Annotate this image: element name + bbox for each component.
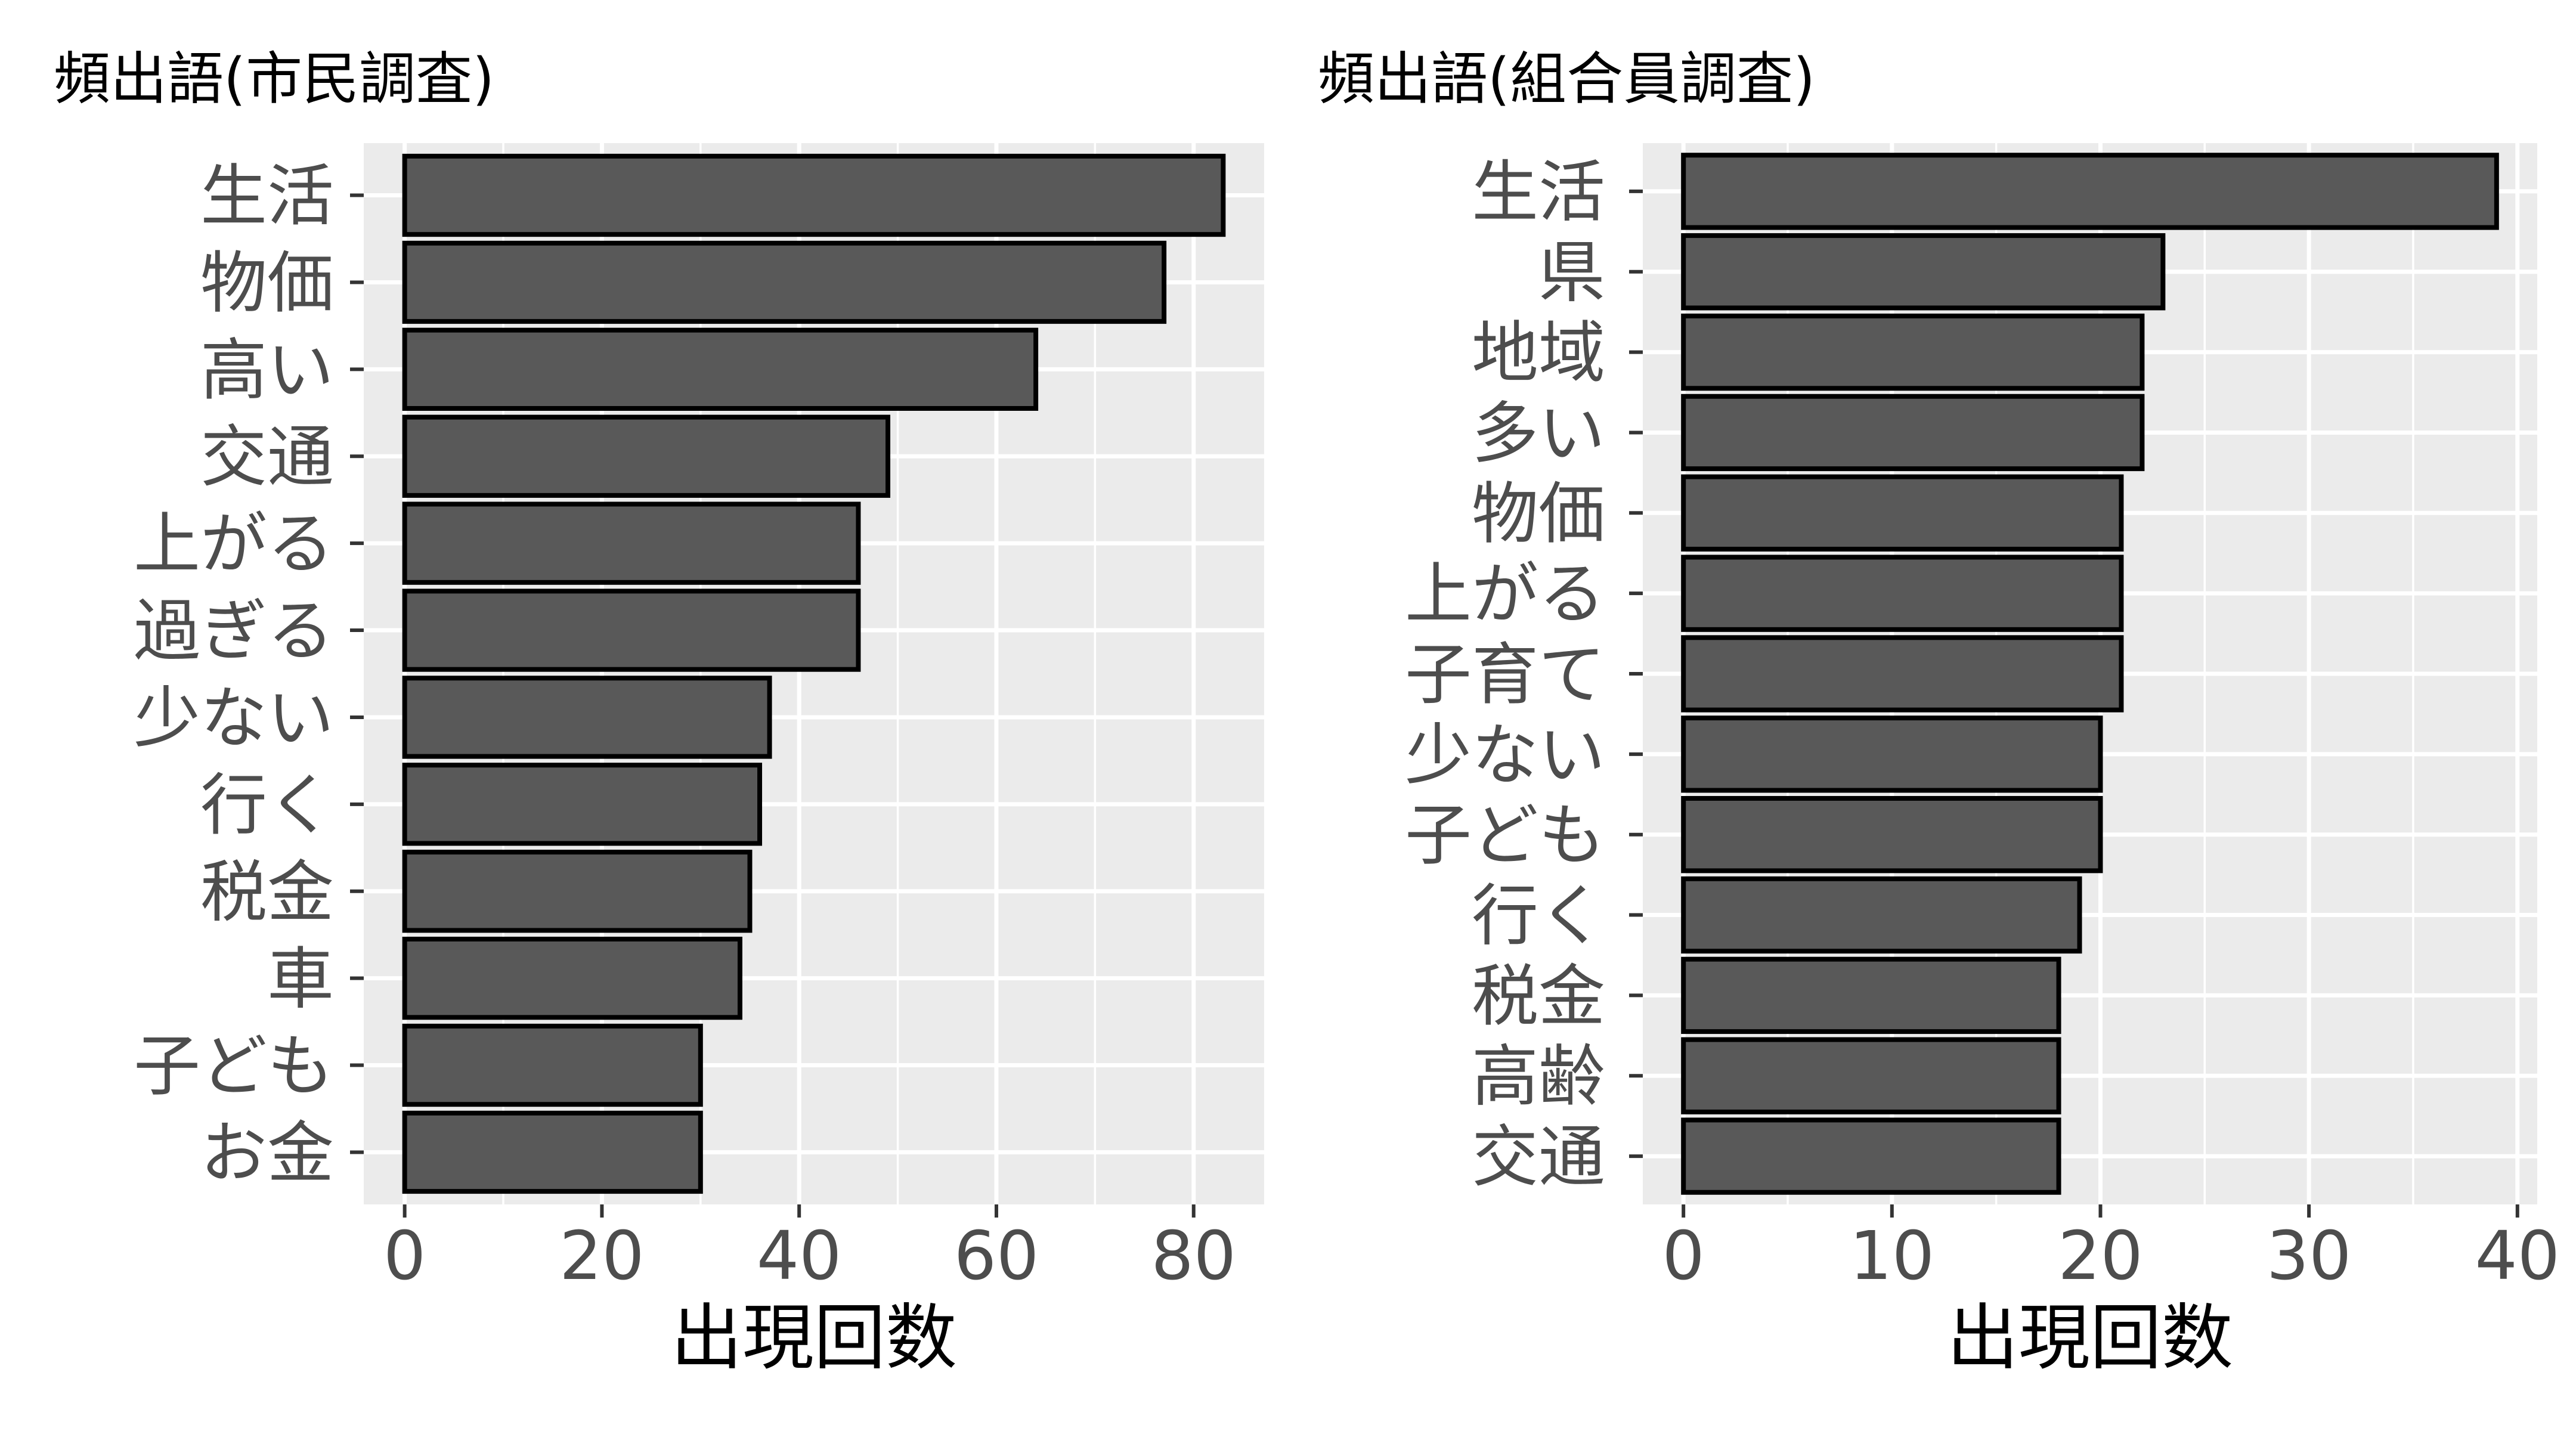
chart-right-title: 頻出語(組合員調査): [1318, 47, 1815, 112]
bar-お金: [402, 1110, 703, 1194]
x-tick-label: 80: [1151, 1218, 1236, 1295]
bar-少ない: [402, 676, 772, 759]
x-tick-label: 40: [2475, 1218, 2560, 1295]
x-tick-label: 20: [2058, 1218, 2143, 1295]
chart-left-title: 頻出語(市民調査): [54, 47, 494, 112]
y-tick-label: お金: [200, 1114, 334, 1192]
y-tick-label: 車: [267, 941, 334, 1018]
y-tick-label: 高い: [200, 332, 334, 409]
bar-行く: [1681, 876, 2082, 954]
y-tick-label: 子ども: [1405, 797, 1605, 875]
x-tick-label: 30: [2267, 1218, 2352, 1295]
y-tick-label: 物価: [200, 244, 334, 322]
y-tick-label: 生活: [1472, 154, 1605, 231]
chart-left-x-axis-title: 出現回数: [671, 1297, 957, 1380]
chart-left-bars: [402, 153, 1226, 1194]
y-tick-label: 過ぎる: [134, 593, 334, 670]
bar-生活: [402, 153, 1226, 237]
bar-物価: [402, 240, 1167, 324]
y-tick-label: 交通: [200, 419, 334, 496]
bar-地域: [1681, 313, 2145, 391]
chart-right-x-axis-title: 出現回数: [1947, 1297, 2233, 1380]
y-tick-label: 高齢: [1472, 1038, 1605, 1116]
y-tick-label: 物価: [1472, 475, 1605, 553]
x-tick-label: 10: [1850, 1218, 1935, 1295]
chart-right-x-axis: 0 10 20 30 40: [1662, 1204, 2560, 1295]
bar-行く: [402, 763, 763, 846]
y-tick-label: 行く: [200, 767, 334, 844]
y-tick-label: 交通: [1472, 1119, 1605, 1196]
x-tick-label: 0: [383, 1218, 426, 1295]
x-tick-label: 20: [559, 1218, 645, 1295]
y-tick-label: 生活: [200, 158, 334, 236]
bar-子ども: [402, 1023, 703, 1107]
bar-高齢: [1681, 1037, 2061, 1114]
x-tick-label: 60: [954, 1218, 1039, 1295]
bar-県: [1681, 233, 2166, 311]
y-tick-label: 子育て: [1405, 636, 1605, 714]
bar-車: [402, 937, 742, 1020]
y-tick-label: 県: [1538, 234, 1605, 312]
y-tick-label: 行く: [1472, 878, 1605, 955]
x-tick-label: 40: [757, 1218, 842, 1295]
bar-上がる: [1681, 555, 2124, 632]
bar-交通: [402, 414, 891, 498]
y-tick-label: 税金: [200, 854, 334, 931]
bar-高い: [402, 327, 1039, 411]
y-tick-label: 多い: [1472, 395, 1605, 472]
y-tick-label: 少ない: [1405, 717, 1605, 794]
bar-過ぎる: [402, 588, 861, 672]
bar-少ない: [1681, 715, 2103, 793]
y-tick-label: 少ない: [134, 680, 334, 757]
bar-税金: [402, 850, 753, 933]
y-tick-label: 上がる: [134, 506, 334, 583]
bar-物価: [1681, 474, 2124, 552]
y-tick-label: 上がる: [1405, 556, 1605, 633]
bar-交通: [1681, 1117, 2061, 1195]
y-tick-label: 税金: [1472, 958, 1605, 1035]
bar-上がる: [402, 501, 861, 585]
chart-right-bars: [1681, 153, 2499, 1195]
bar-生活: [1681, 153, 2499, 230]
x-tick-label: 0: [1662, 1218, 1705, 1295]
bar-税金: [1681, 956, 2061, 1034]
bar-子育て: [1681, 635, 2124, 713]
bar-多い: [1681, 394, 2145, 472]
chart-right: 頻出語(組合員調査) 生活県地域多い物価上がる子育て少ない子ども行く税金高齢交通…: [1318, 47, 2560, 1380]
chart-left-x-axis: 0 20 40 60 80: [383, 1204, 1236, 1295]
bar-子ども: [1681, 796, 2103, 874]
y-tick-label: 子ども: [134, 1028, 334, 1105]
y-tick-label: 地域: [1472, 315, 1605, 392]
